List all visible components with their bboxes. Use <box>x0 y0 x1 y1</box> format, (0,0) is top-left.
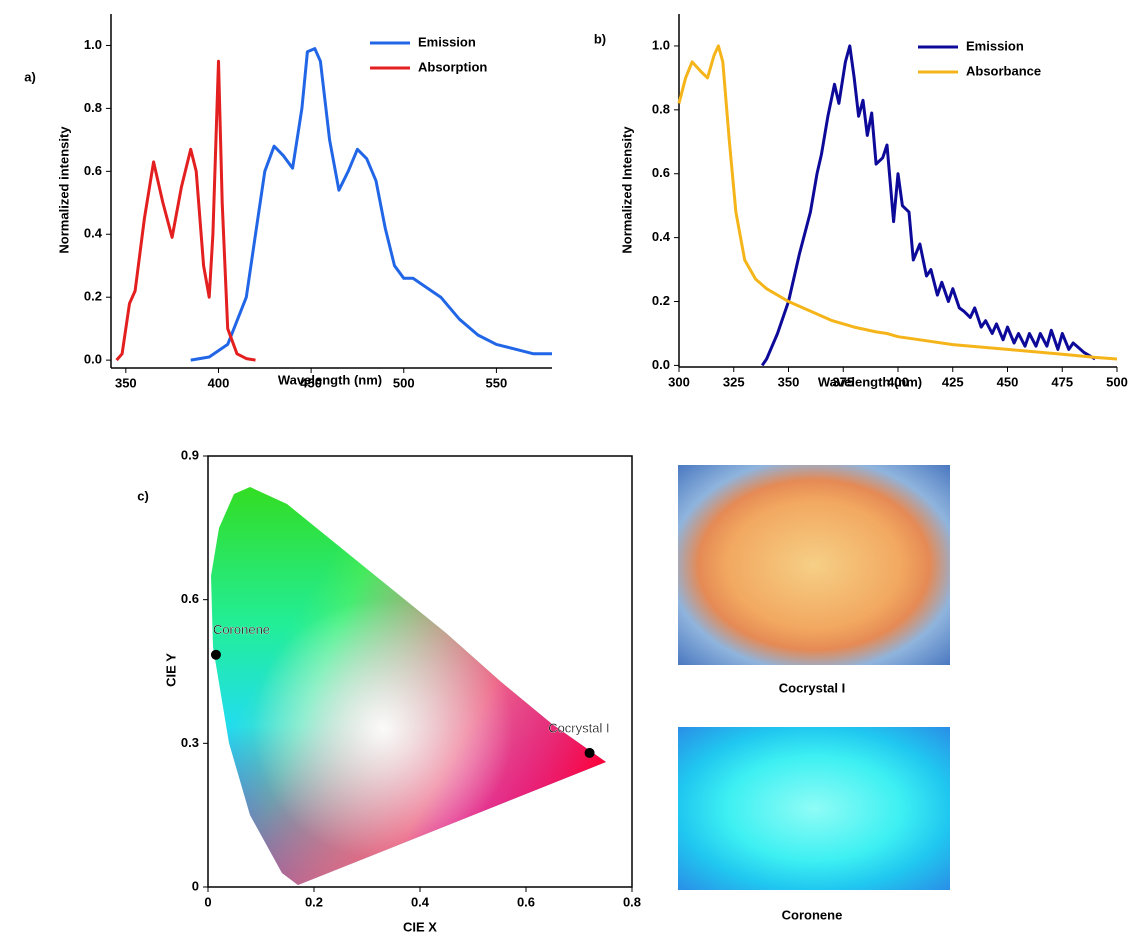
legend-label: Emission <box>966 38 1024 53</box>
y-tick-label: 0.8 <box>652 101 670 116</box>
legend-label: Absorption <box>418 59 487 74</box>
x-axis-title: CIE X <box>403 919 437 934</box>
y-tick-label: 0.3 <box>181 735 199 750</box>
y-tick-label: 0.6 <box>652 165 670 180</box>
y-axis-title: CIE Y <box>163 653 178 687</box>
point-label: Cocrystal I <box>548 720 609 735</box>
x-tick-label: 350 <box>778 374 800 389</box>
panel-label: b) <box>594 31 606 46</box>
x-tick-label: 0.4 <box>411 894 430 909</box>
panel-label: c) <box>137 488 149 503</box>
y-tick-label: 0.2 <box>84 289 102 304</box>
photo-caption: Cocrystal I <box>779 680 845 695</box>
x-tick-label: 500 <box>393 375 415 390</box>
y-tick-label: 0.2 <box>652 293 670 308</box>
x-tick-label: 500 <box>1106 374 1128 389</box>
chart: a) Wavelength (nm) Normalized intensity 350… <box>24 14 552 390</box>
y-tick-label: 0.4 <box>652 229 671 244</box>
y-tick-label: 0.0 <box>84 352 102 367</box>
photo-caption: Coronene <box>782 907 843 922</box>
x-tick-label: 0.6 <box>517 894 535 909</box>
point <box>211 650 221 660</box>
y-tick-label: 1.0 <box>652 37 670 52</box>
line-series <box>679 46 1117 359</box>
x-tick-label: 400 <box>208 375 230 390</box>
y-tick-label: 0.0 <box>652 357 670 372</box>
gamut-white <box>211 487 606 885</box>
page: a) Wavelength (nm) Normalized intensity 350… <box>0 0 1133 941</box>
photo-cocrystal <box>678 465 950 665</box>
y-axis-title: Normalized intensity <box>56 126 71 254</box>
photo-coronene <box>678 727 950 890</box>
x-tick-label: 450 <box>997 374 1019 389</box>
x-tick-label: 0 <box>204 894 211 909</box>
legend-label: Emission <box>418 34 476 49</box>
legend-label: Absorbance <box>966 63 1041 78</box>
y-axis-title: Normalized Intensity <box>619 126 634 254</box>
x-tick-label: 300 <box>668 374 690 389</box>
line-series <box>762 46 1095 366</box>
x-tick-label: 400 <box>887 374 909 389</box>
figure: a) Wavelength (nm) Normalized intensity 350… <box>0 0 1133 941</box>
x-axis-title: Wavelength (nm) <box>278 372 382 387</box>
point-label: Coronene <box>213 622 270 637</box>
line-series <box>191 49 552 361</box>
y-tick-label: 0.8 <box>84 100 102 115</box>
x-tick-label: 450 <box>300 375 322 390</box>
x-tick-label: 0.2 <box>305 894 323 909</box>
y-tick-label: 0.4 <box>84 226 103 241</box>
y-tick-label: 0.6 <box>84 163 102 178</box>
x-tick-label: 375 <box>832 374 854 389</box>
x-tick-label: 475 <box>1051 374 1073 389</box>
point <box>585 748 595 758</box>
y-tick-label: 0.9 <box>181 447 199 462</box>
y-tick-label: 0 <box>192 878 199 893</box>
x-tick-label: 325 <box>723 374 745 389</box>
x-tick-label: 350 <box>115 375 137 390</box>
y-tick-label: 0.6 <box>181 591 199 606</box>
x-tick-label: 425 <box>942 374 964 389</box>
y-tick-label: 1.0 <box>84 37 102 52</box>
chart: b)Wavelength (nm)Normalized Intensity300… <box>594 14 1128 389</box>
line-series <box>117 61 256 360</box>
cie-gamut <box>211 487 606 885</box>
x-tick-label: 0.8 <box>623 894 641 909</box>
panel-label: a) <box>24 69 36 84</box>
x-tick-label: 550 <box>486 375 508 390</box>
